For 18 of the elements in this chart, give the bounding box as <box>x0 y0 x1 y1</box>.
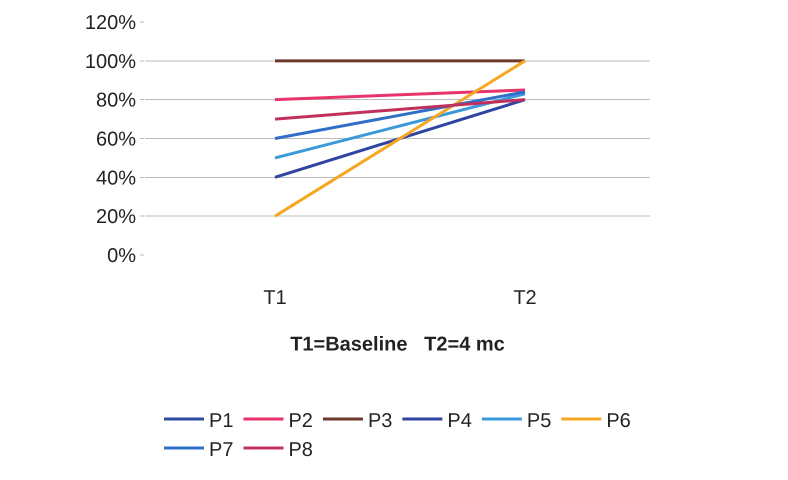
y-tick-label: 40% <box>96 167 136 190</box>
legend-label: P4 <box>447 410 472 432</box>
legend-label: P6 <box>606 410 631 432</box>
legend-label: P8 <box>288 438 313 461</box>
y-tick-label: 0% <box>107 245 136 267</box>
x-axis-title: T1=Baseline T2=4 mc <box>290 334 505 356</box>
legend-label: P5 <box>526 410 552 432</box>
y-tick-label: 20% <box>96 206 136 228</box>
y-tick-label: 60% <box>96 128 136 150</box>
y-tick-label: 80% <box>96 90 136 112</box>
legend-label: P1 <box>209 410 234 432</box>
x-tick-label: T2 <box>513 287 537 309</box>
legend-label: P7 <box>209 438 234 461</box>
y-tick-label: 120% <box>84 12 136 34</box>
legend-label: P3 <box>368 410 392 432</box>
legend-label: P2 <box>288 410 313 432</box>
y-tick-label: 100% <box>84 50 136 73</box>
x-tick-label: T1 <box>263 287 287 309</box>
